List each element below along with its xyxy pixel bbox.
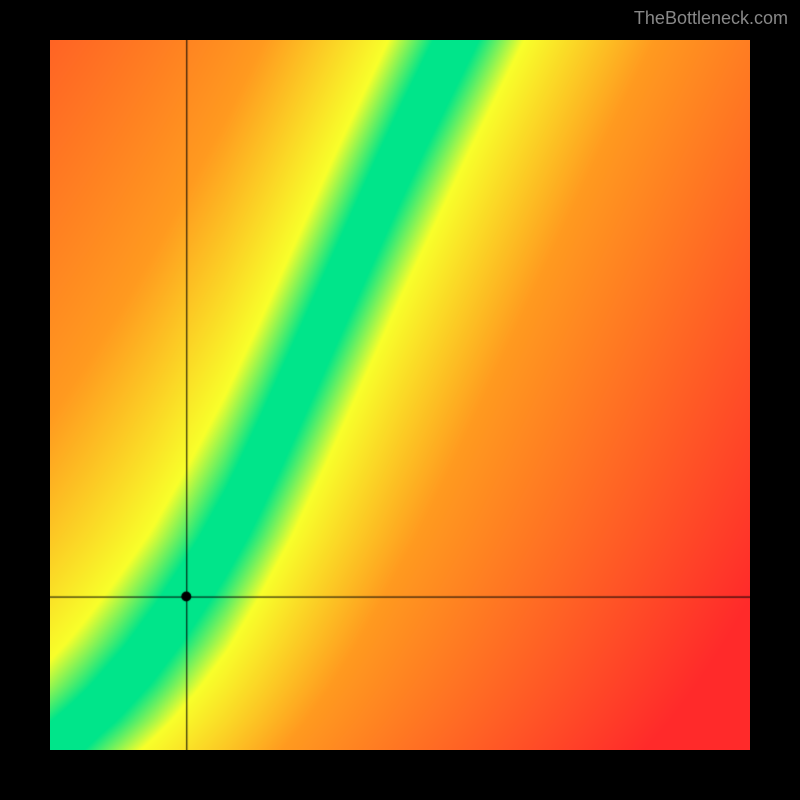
heatmap-canvas <box>50 40 750 750</box>
chart-container: TheBottleneck.com <box>0 0 800 800</box>
heatmap-plot <box>50 40 750 750</box>
watermark-text: TheBottleneck.com <box>634 8 788 29</box>
